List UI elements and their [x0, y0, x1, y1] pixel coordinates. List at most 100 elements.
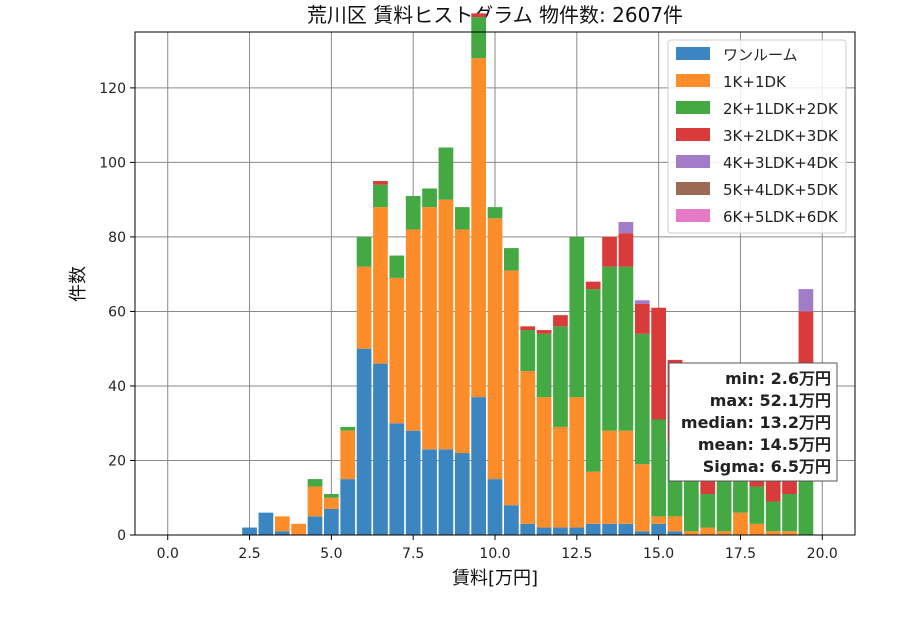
x-tick-label: 15.0	[643, 546, 674, 562]
bar-segment	[569, 527, 585, 535]
bar-segment	[307, 516, 323, 535]
bar-segment	[602, 236, 617, 267]
legend-swatch	[676, 101, 710, 114]
y-tick-label: 0	[117, 528, 126, 544]
bar-segment	[438, 449, 454, 535]
bar-segment	[356, 236, 372, 267]
bar-segment	[634, 531, 650, 535]
bar-segment	[340, 479, 356, 535]
bar-segment	[634, 303, 650, 334]
bar-segment	[422, 449, 437, 535]
bar-segment	[651, 516, 666, 524]
bar-segment	[553, 326, 568, 427]
legend-items: ワンルーム 1K+1DK 2K+1LDK+2DK 3K+2LDK+3DK 4K+3LDK…	[676, 46, 839, 226]
bar-segment	[602, 266, 617, 431]
x-tick-label: 12.5	[561, 546, 592, 562]
bar-segment	[422, 188, 437, 208]
legend-label: 5K+4LDK+5DK	[723, 181, 839, 199]
bar-segment	[471, 58, 486, 398]
bar-segment	[356, 266, 372, 349]
legend: ワンルーム 1K+1DK 2K+1LDK+2DK 3K+2LDK+3DK 4K+3LDK…	[667, 39, 847, 234]
legend-swatch	[676, 128, 710, 141]
bar-segment	[602, 523, 617, 535]
stats-box: min: 2.6万円 max: 52.1万円 median: 13.2万円 me…	[668, 362, 838, 482]
bar-segment	[553, 426, 568, 528]
bar-segment	[585, 471, 601, 524]
bar-segment	[454, 229, 470, 454]
bar-segment	[422, 207, 437, 450]
bar-segment	[340, 426, 356, 431]
y-tick-label: 60	[108, 304, 126, 320]
bar-segment	[242, 527, 257, 535]
bar-segment	[651, 419, 666, 517]
bar-segment	[389, 277, 405, 424]
bar-segment	[258, 512, 274, 535]
bar-segment	[324, 494, 339, 498]
bar-segment	[504, 270, 519, 506]
bar-segment	[569, 236, 585, 398]
bar-segment	[765, 531, 781, 535]
bar-segment	[356, 348, 372, 535]
bar-segment	[553, 527, 568, 535]
bar-segment	[716, 479, 732, 532]
bar-segment	[438, 147, 454, 200]
stat-max: max: 52.1万円	[710, 391, 831, 410]
bar-segment	[324, 497, 339, 509]
bar-segment	[373, 363, 388, 535]
bar-segment	[487, 207, 503, 219]
bar-segment	[684, 531, 699, 535]
bar-segment	[504, 505, 519, 535]
legend-label: 4K+3LDK+4DK	[723, 154, 839, 172]
bar-segment	[667, 516, 683, 532]
bar-segment	[536, 330, 552, 334]
bar-segment	[373, 184, 388, 208]
bar-segment	[487, 479, 503, 535]
bar-segment	[536, 397, 552, 528]
bar-segment	[765, 501, 781, 532]
stat-median: median: 13.2万円	[681, 413, 831, 432]
bar-segment	[536, 333, 552, 398]
legend-label: 2K+1LDK+2DK	[723, 100, 839, 118]
legend-swatch	[676, 209, 710, 222]
legend-label: ワンルーム	[723, 46, 798, 64]
bar-segment	[487, 218, 503, 480]
bar-segment	[749, 523, 765, 535]
bar-segment	[520, 326, 536, 331]
bar-segment	[340, 430, 356, 480]
x-tick-label: 20.0	[807, 546, 838, 562]
stat-sigma: Sigma: 6.5万円	[703, 457, 831, 476]
bar-segment	[618, 523, 634, 535]
bar-segment	[405, 229, 421, 431]
bar-segment	[798, 289, 814, 312]
bar-segment	[749, 486, 765, 524]
bar-segment	[373, 207, 388, 364]
bar-segment	[733, 475, 748, 513]
bar-segment	[389, 423, 405, 535]
bar-segment	[618, 233, 634, 267]
x-tick-label: 7.5	[402, 546, 424, 562]
bar-segment	[733, 512, 748, 535]
bar-segment	[602, 430, 617, 524]
bar-segment	[553, 315, 568, 327]
bar-segment	[700, 494, 716, 528]
bar-segment	[454, 207, 470, 230]
y-tick-label: 80	[108, 230, 126, 246]
x-tick-label: 5.0	[320, 546, 342, 562]
bar-segment	[307, 479, 323, 487]
x-axis-ticks: 0.0 2.5 5.0 7.5 10.0 12.5 15.0 17.5 20.0	[157, 535, 838, 562]
chart-title: 荒川区 賃料ヒストグラム 物件数: 2607件	[307, 3, 683, 27]
bar-segment	[405, 430, 421, 535]
bar-segment	[520, 330, 536, 372]
bar-segment	[520, 371, 536, 524]
bar-segment	[634, 464, 650, 532]
bar-segment	[324, 508, 339, 535]
bar-segment	[274, 531, 290, 535]
stat-mean: mean: 14.5万円	[698, 435, 831, 454]
bar-segment	[667, 531, 683, 535]
y-tick-label: 40	[108, 379, 126, 395]
bar-segment	[504, 248, 519, 271]
bar-segment	[520, 523, 536, 535]
y-tick-label: 100	[99, 155, 126, 171]
